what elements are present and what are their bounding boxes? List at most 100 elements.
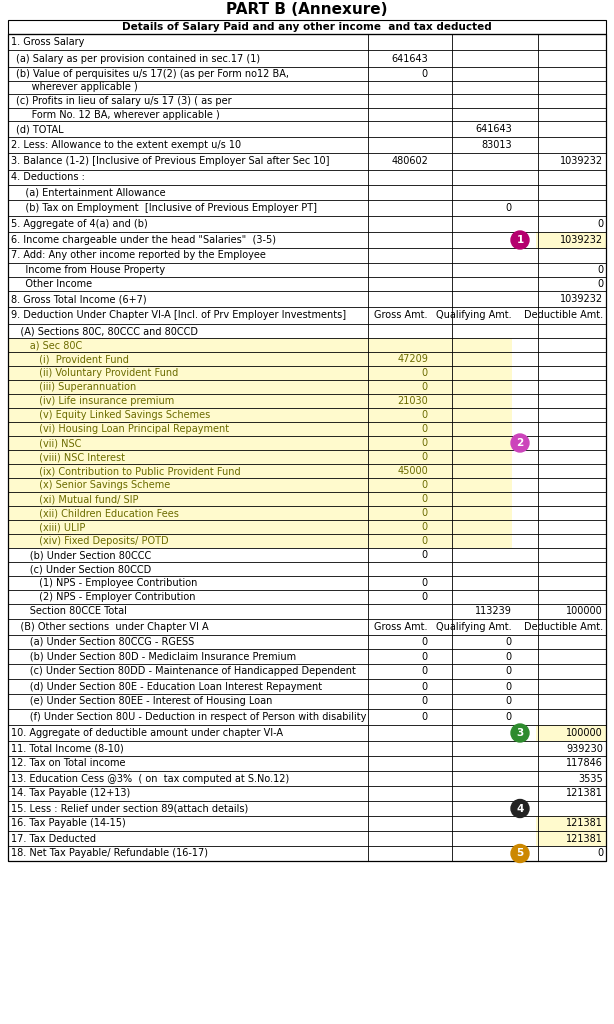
Text: Income from House Property: Income from House Property — [16, 265, 165, 275]
Bar — [9, 534, 512, 548]
Text: 14. Tax Payable (12+13): 14. Tax Payable (12+13) — [11, 788, 130, 799]
Text: (iii) Superannuation: (iii) Superannuation — [11, 382, 136, 392]
Text: 3535: 3535 — [578, 773, 603, 783]
Text: 0: 0 — [597, 849, 603, 858]
Text: 15. Less : Relief under section 89(attach details): 15. Less : Relief under section 89(attac… — [11, 804, 248, 813]
Text: (b) Tax on Employment  [Inclusive of Previous Employer PT]: (b) Tax on Employment [Inclusive of Prev… — [16, 203, 317, 213]
Bar — [9, 338, 512, 352]
Text: Deductible Amt.: Deductible Amt. — [524, 310, 603, 321]
Text: 121381: 121381 — [566, 818, 603, 828]
Text: (1) NPS - Employee Contribution: (1) NPS - Employee Contribution — [11, 578, 197, 588]
Text: (2) NPS - Employer Contribution: (2) NPS - Employer Contribution — [11, 592, 195, 602]
Text: (xi) Mutual fund/ SIP: (xi) Mutual fund/ SIP — [11, 494, 139, 504]
Text: (vii) NSC: (vii) NSC — [11, 438, 82, 449]
Text: 0: 0 — [422, 494, 428, 504]
Text: 2: 2 — [516, 438, 524, 449]
Text: 0: 0 — [422, 480, 428, 490]
Text: (b) Under Section 80CCC: (b) Under Section 80CCC — [11, 550, 151, 560]
Text: 0: 0 — [422, 682, 428, 691]
Text: (iv) Life insurance premium: (iv) Life insurance premium — [11, 396, 174, 406]
Text: 12. Tax on Total income: 12. Tax on Total income — [11, 759, 125, 768]
Text: 0: 0 — [422, 712, 428, 722]
Text: 0: 0 — [506, 651, 512, 662]
Text: 0: 0 — [422, 592, 428, 602]
Text: 113239: 113239 — [475, 606, 512, 616]
Text: (a) Salary as per provision contained in sec.17 (1): (a) Salary as per provision contained in… — [16, 53, 260, 63]
Text: 0: 0 — [422, 508, 428, 518]
Text: 1039232: 1039232 — [560, 294, 603, 304]
Text: 21030: 21030 — [397, 396, 428, 406]
Text: 0: 0 — [597, 219, 603, 229]
Text: 0: 0 — [506, 203, 512, 213]
Bar — [9, 422, 512, 436]
Text: (d) TOTAL: (d) TOTAL — [16, 124, 64, 134]
Text: (b) Under Section 80D - Mediclaim Insurance Premium: (b) Under Section 80D - Mediclaim Insura… — [11, 651, 296, 662]
Text: (xii) Children Education Fees: (xii) Children Education Fees — [11, 508, 179, 518]
Text: 0: 0 — [422, 69, 428, 79]
Text: 0: 0 — [422, 382, 428, 392]
Circle shape — [511, 845, 529, 862]
Text: 3: 3 — [516, 728, 524, 738]
Text: 0: 0 — [422, 578, 428, 588]
Text: 100000: 100000 — [566, 728, 603, 738]
Text: 0: 0 — [422, 368, 428, 378]
Text: 0: 0 — [422, 637, 428, 647]
Text: 18. Net Tax Payable/ Refundable (16-17): 18. Net Tax Payable/ Refundable (16-17) — [11, 849, 208, 858]
Text: 4: 4 — [516, 804, 524, 813]
Text: 121381: 121381 — [566, 788, 603, 799]
Text: (B) Other sections  under Chapter VI A: (B) Other sections under Chapter VI A — [11, 622, 209, 632]
Text: 100000: 100000 — [566, 606, 603, 616]
Text: (vi) Housing Loan Principal Repayment: (vi) Housing Loan Principal Repayment — [11, 424, 229, 434]
Text: (xiv) Fixed Deposits/ POTD: (xiv) Fixed Deposits/ POTD — [11, 536, 169, 546]
Bar — [9, 464, 512, 478]
Text: 0: 0 — [597, 279, 603, 289]
Text: Qualifying Amt.: Qualifying Amt. — [437, 310, 512, 321]
Text: 11. Total Income (8-10): 11. Total Income (8-10) — [11, 743, 124, 754]
Text: 10. Aggregate of deductible amount under chapter VI-A: 10. Aggregate of deductible amount under… — [11, 728, 283, 738]
Circle shape — [511, 231, 529, 249]
Text: a) Sec 80C: a) Sec 80C — [11, 340, 82, 350]
Bar — [9, 492, 512, 506]
Text: (ix) Contribution to Public Provident Fund: (ix) Contribution to Public Provident Fu… — [11, 466, 241, 476]
Bar — [9, 394, 512, 408]
Text: 0: 0 — [422, 522, 428, 532]
Text: (ii) Voluntary Provident Fund: (ii) Voluntary Provident Fund — [11, 368, 178, 378]
Circle shape — [511, 724, 529, 742]
Bar — [9, 478, 512, 492]
Text: (c) Under Section 80DD - Maintenance of Handicapped Dependent: (c) Under Section 80DD - Maintenance of … — [11, 667, 356, 677]
Circle shape — [511, 434, 529, 452]
Text: (a) Entertainment Allowance: (a) Entertainment Allowance — [16, 187, 166, 198]
Bar — [9, 408, 512, 422]
Circle shape — [511, 800, 529, 817]
Text: Section 80CCE Total: Section 80CCE Total — [11, 606, 127, 616]
Text: wherever applicable ): wherever applicable ) — [16, 83, 138, 92]
Text: Gross Amt.: Gross Amt. — [375, 622, 428, 632]
Text: 0: 0 — [422, 667, 428, 677]
Text: (v) Equity Linked Savings Schemes: (v) Equity Linked Savings Schemes — [11, 410, 210, 420]
Text: (x) Senior Savings Scheme: (x) Senior Savings Scheme — [11, 480, 170, 490]
Text: 641643: 641643 — [391, 53, 428, 63]
Text: (d) Under Section 80E - Education Loan Interest Repayment: (d) Under Section 80E - Education Loan I… — [11, 682, 322, 691]
Text: 0: 0 — [422, 550, 428, 560]
Text: 0: 0 — [506, 696, 512, 707]
Bar — [9, 520, 512, 534]
Text: Gross Amt.: Gross Amt. — [375, 310, 428, 321]
Text: (a) Under Section 80CCG - RGESS: (a) Under Section 80CCG - RGESS — [11, 637, 194, 647]
Text: Details of Salary Paid and any other income  and tax deducted: Details of Salary Paid and any other inc… — [122, 22, 492, 32]
Bar — [9, 366, 512, 380]
Text: (e) Under Section 80EE - Interest of Housing Loan: (e) Under Section 80EE - Interest of Hou… — [11, 696, 273, 707]
Text: 0: 0 — [597, 265, 603, 275]
Text: Other Income: Other Income — [16, 279, 92, 289]
Text: 6. Income chargeable under the head "Salaries"  (3-5): 6. Income chargeable under the head "Sal… — [11, 234, 276, 245]
Bar — [536, 232, 606, 248]
Text: 13. Education Cess @3%  ( on  tax computed at S.No.12): 13. Education Cess @3% ( on tax computed… — [11, 773, 289, 783]
Text: 1039232: 1039232 — [560, 234, 603, 245]
Text: 939230: 939230 — [566, 743, 603, 754]
Bar — [9, 352, 512, 366]
Text: 17. Tax Deducted: 17. Tax Deducted — [11, 834, 96, 844]
Text: (viii) NSC Interest: (viii) NSC Interest — [11, 452, 125, 462]
Text: 2. Less: Allowance to the extent exempt u/s 10: 2. Less: Allowance to the extent exempt … — [11, 140, 241, 150]
Text: 121381: 121381 — [566, 834, 603, 844]
Text: 0: 0 — [422, 424, 428, 434]
Text: 1. Gross Salary: 1. Gross Salary — [11, 37, 84, 47]
